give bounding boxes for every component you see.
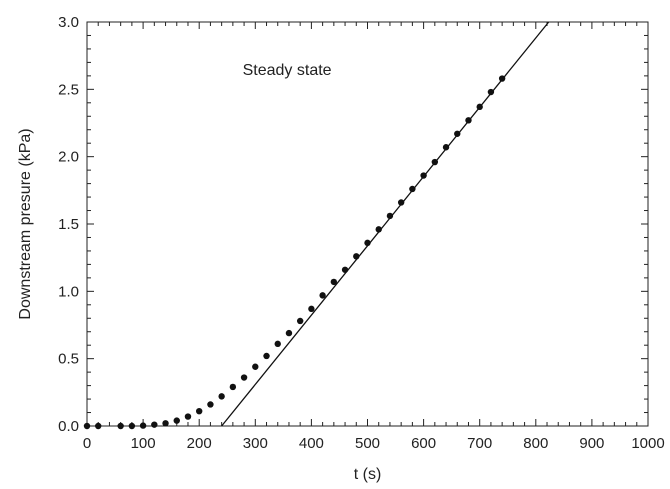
data-point <box>173 417 180 424</box>
data-point <box>240 374 248 381</box>
data-point <box>184 413 192 420</box>
data-point <box>95 422 102 430</box>
y-tick-label: 2.0 <box>58 149 79 166</box>
data-point <box>386 212 394 220</box>
x-tick-label: 100 <box>131 435 156 452</box>
x-tick-label: 300 <box>243 435 268 452</box>
x-tick-label: 1000 <box>631 435 664 452</box>
data-point <box>442 144 450 151</box>
x-tick-label: 900 <box>579 435 604 452</box>
y-tick-label: 1.0 <box>58 283 79 300</box>
annotation-steady-state: Steady state <box>243 62 332 79</box>
data-point <box>263 352 270 360</box>
steady-state-line <box>221 21 550 427</box>
data-point <box>162 420 169 427</box>
x-tick-label: 0 <box>83 435 91 452</box>
data-point <box>128 422 136 430</box>
data-point <box>274 340 281 348</box>
data-point <box>252 363 259 370</box>
data-point <box>151 421 158 428</box>
x-tick-label: 600 <box>411 435 436 452</box>
y-tick-label: 2.5 <box>58 81 79 98</box>
data-point <box>319 292 326 299</box>
y-tick-label: 0.5 <box>58 351 79 368</box>
data-point <box>296 317 304 325</box>
x-tick-label: 400 <box>299 435 324 452</box>
data-point <box>218 393 225 400</box>
data-point <box>397 199 405 206</box>
data-point <box>285 329 293 337</box>
x-tick-label: 200 <box>187 435 212 452</box>
plot-frame <box>86 21 649 427</box>
y-tick-label: 0.0 <box>58 418 79 435</box>
data-point <box>196 407 203 415</box>
data-point <box>308 305 315 313</box>
data-point <box>117 422 124 430</box>
data-point <box>330 278 338 286</box>
x-tick-label: 500 <box>355 435 380 452</box>
x-axis-title: t (s) <box>354 466 382 483</box>
y-tick-label: 3.0 <box>58 14 79 31</box>
data-point <box>229 383 237 391</box>
y-axis-title: Downstream presure (kPa) <box>17 128 34 319</box>
x-tick-label: 700 <box>467 435 492 452</box>
data-point <box>207 401 214 408</box>
data-point <box>83 422 91 430</box>
data-point <box>139 422 147 429</box>
x-tick-label: 800 <box>523 435 548 452</box>
y-tick-label: 1.5 <box>58 216 79 233</box>
